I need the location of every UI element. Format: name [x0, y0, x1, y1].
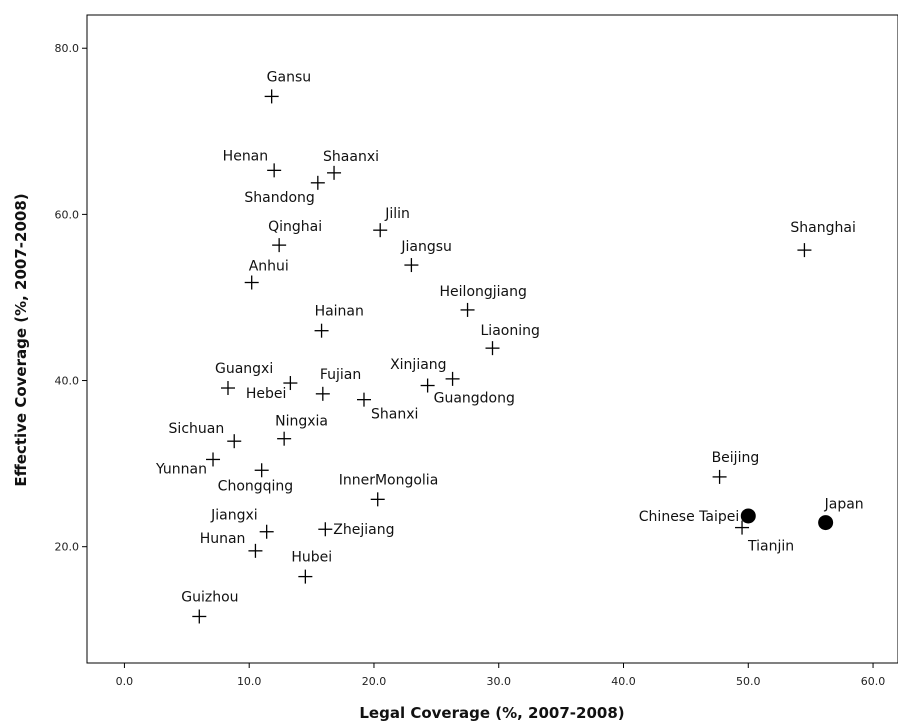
point-hainan: [314, 323, 329, 338]
x-axis-title: Legal Coverage (%, 2007-2008): [359, 704, 624, 722]
x-tick-label: 60.0: [861, 675, 886, 688]
point-label-guizhou: Guizhou: [181, 589, 238, 605]
plot-frame: [86, 14, 898, 664]
point-label-ningxia: Ningxia: [275, 414, 328, 430]
point-qinghai: [272, 238, 287, 253]
point-label-guangxi: Guangxi: [215, 361, 273, 377]
point-xinjiang: [445, 371, 460, 386]
point-japan: [818, 515, 834, 531]
point-label-shandong: Shandong: [244, 190, 314, 206]
point-label-guangdong: Guangdong: [434, 391, 515, 407]
point-label-chongqing: Chongqing: [218, 478, 294, 494]
x-tick-label: 0.0: [116, 675, 134, 688]
point-label-hunan: Hunan: [200, 531, 246, 547]
point-label-tianjin: Tianjin: [747, 539, 794, 555]
point-jiangxi: [259, 524, 274, 539]
point-henan: [267, 163, 282, 178]
x-tick-label: 40.0: [611, 675, 636, 688]
point-label-heilongjiang: Heilongjiang: [440, 284, 527, 300]
point-sichuan: [227, 434, 242, 449]
point-shanghai: [797, 243, 812, 258]
point-label-henan: Henan: [223, 148, 268, 164]
point-label-shaanxi: Shaanxi: [323, 149, 379, 165]
x-tick-label: 20.0: [362, 675, 387, 688]
y-axis-title: Effective Coverage (%, 2007-2008): [12, 193, 30, 486]
point-label-sichuan: Sichuan: [169, 421, 225, 437]
point-tianjin: [735, 520, 750, 535]
point-label-gansu: Gansu: [267, 69, 311, 85]
point-shaanxi: [327, 165, 342, 180]
x-tick-label: 50.0: [736, 675, 761, 688]
y-tick-label: 20.0: [55, 541, 80, 554]
point-ningxia: [277, 431, 292, 446]
x-tick-label: 10.0: [237, 675, 262, 688]
point-fujian: [315, 386, 330, 401]
y-tick-label: 80.0: [55, 42, 80, 55]
point-guangdong: [420, 378, 435, 393]
point-liaoning: [485, 341, 500, 356]
point-guizhou: [192, 609, 207, 624]
point-label-hebei: Hebei: [246, 386, 287, 402]
point-zhejiang: [318, 522, 333, 537]
point-yunnan: [206, 452, 221, 467]
point-shandong: [310, 175, 325, 190]
point-beijing: [712, 469, 727, 484]
point-jilin: [373, 223, 388, 238]
point-hebei: [283, 376, 298, 391]
point-label-jiangsu: Jiangsu: [400, 239, 452, 255]
point-anhui: [244, 275, 259, 290]
point-hunan: [248, 543, 263, 558]
point-label-yunnan: Yunnan: [155, 461, 207, 477]
point-label-beijing: Beijing: [712, 450, 760, 466]
point-label-chinese-taipei: Chinese Taipei: [639, 509, 739, 525]
y-axis-ticks: 20.0 40.0 60.0 80.0: [55, 42, 87, 554]
point-label-fujian: Fujian: [320, 367, 361, 383]
point-label-shanxi: Shanxi: [371, 407, 418, 423]
point-label-hubei: Hubei: [291, 550, 332, 566]
point-hubei: [298, 569, 313, 584]
point-label-shanghai: Shanghai: [790, 220, 855, 236]
point-innermongolia: [370, 492, 385, 507]
point-label-zhejiang: Zhejiang: [333, 522, 394, 538]
point-jiangsu: [404, 258, 419, 273]
y-tick-label: 40.0: [55, 375, 80, 388]
point-label-qinghai: Qinghai: [268, 219, 322, 235]
point-label-japan: Japan: [824, 497, 864, 513]
data-points: Gansu Henan Shaanxi Shandong Jilin Qinghai Jia…: [155, 69, 864, 624]
point-heilongjiang: [460, 302, 475, 317]
point-chongqing: [254, 463, 269, 478]
point-label-jilin: Jilin: [384, 206, 410, 222]
x-tick-label: 30.0: [486, 675, 511, 688]
point-label-anhui: Anhui: [249, 259, 289, 275]
y-tick-label: 60.0: [55, 208, 80, 221]
point-label-hainan: Hainan: [315, 304, 364, 320]
point-label-liaoning: Liaoning: [481, 323, 540, 339]
point-gansu: [264, 89, 279, 104]
point-label-xinjiang: Xinjiang: [390, 357, 446, 373]
x-axis-ticks: 0.0 10.0 20.0 30.0 40.0 50.0 60.0: [116, 663, 886, 688]
point-shanxi: [356, 392, 371, 407]
point-chinese-taipei: [740, 508, 756, 524]
point-guangxi: [220, 381, 235, 396]
point-label-jiangxi: Jiangxi: [210, 508, 258, 524]
point-label-innermongolia: InnerMongolia: [339, 472, 439, 488]
